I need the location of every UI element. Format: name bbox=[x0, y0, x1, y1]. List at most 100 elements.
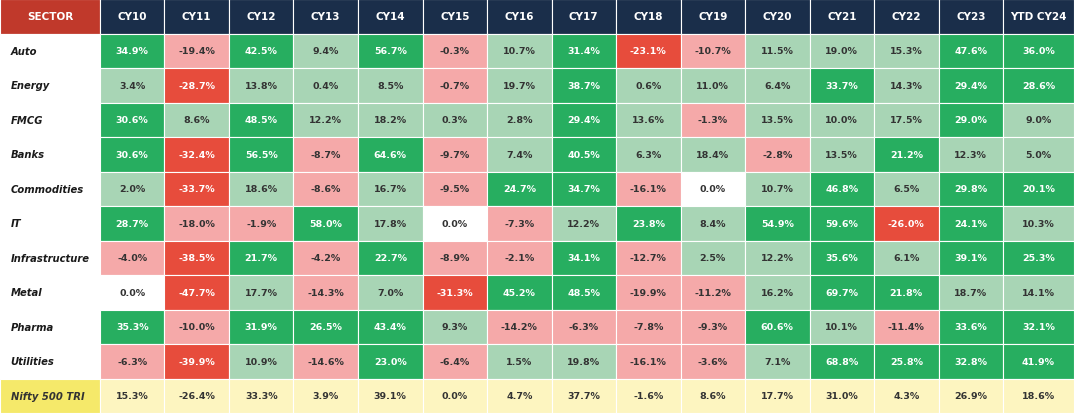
Text: -8.7%: -8.7% bbox=[310, 150, 340, 159]
Text: -16.1%: -16.1% bbox=[629, 357, 667, 366]
Bar bbox=[422, 275, 487, 310]
Bar bbox=[100, 241, 164, 275]
Text: 33.7%: 33.7% bbox=[826, 81, 858, 90]
Text: 8.6%: 8.6% bbox=[699, 391, 726, 400]
Text: 22.7%: 22.7% bbox=[374, 254, 407, 263]
Bar bbox=[874, 344, 939, 379]
Bar bbox=[939, 241, 1003, 275]
Bar bbox=[552, 0, 616, 34]
Bar bbox=[422, 344, 487, 379]
Text: 26.9%: 26.9% bbox=[955, 391, 987, 400]
Bar bbox=[358, 69, 422, 103]
Text: -1.3%: -1.3% bbox=[698, 116, 728, 125]
Bar bbox=[422, 103, 487, 138]
Text: -8.9%: -8.9% bbox=[439, 254, 470, 263]
Text: 34.1%: 34.1% bbox=[567, 254, 600, 263]
Bar bbox=[358, 241, 422, 275]
Text: -38.5%: -38.5% bbox=[178, 254, 215, 263]
Bar bbox=[487, 172, 552, 206]
Bar bbox=[939, 0, 1003, 34]
Bar bbox=[293, 0, 358, 34]
Bar bbox=[874, 379, 939, 413]
Text: 60.6%: 60.6% bbox=[760, 323, 794, 332]
Bar bbox=[681, 138, 745, 172]
Bar bbox=[0, 310, 100, 344]
Text: 64.6%: 64.6% bbox=[374, 150, 407, 159]
Bar bbox=[100, 103, 164, 138]
Text: 48.5%: 48.5% bbox=[567, 288, 600, 297]
Bar bbox=[874, 103, 939, 138]
Text: 45.2%: 45.2% bbox=[503, 288, 536, 297]
Bar bbox=[358, 344, 422, 379]
Text: 14.3%: 14.3% bbox=[890, 81, 923, 90]
Bar bbox=[745, 344, 810, 379]
Bar bbox=[358, 138, 422, 172]
Bar bbox=[164, 310, 229, 344]
Text: -1.9%: -1.9% bbox=[246, 219, 276, 228]
Text: 7.0%: 7.0% bbox=[377, 288, 404, 297]
Bar bbox=[552, 344, 616, 379]
Bar bbox=[1003, 206, 1074, 241]
Text: 38.7%: 38.7% bbox=[567, 81, 600, 90]
Text: -11.4%: -11.4% bbox=[888, 323, 925, 332]
Bar bbox=[164, 275, 229, 310]
Bar bbox=[745, 172, 810, 206]
Bar bbox=[616, 344, 681, 379]
Bar bbox=[422, 34, 487, 69]
Text: 28.6%: 28.6% bbox=[1022, 81, 1055, 90]
Text: -12.7%: -12.7% bbox=[629, 254, 667, 263]
Text: 8.5%: 8.5% bbox=[377, 81, 404, 90]
Text: -6.3%: -6.3% bbox=[569, 323, 599, 332]
Text: 18.7%: 18.7% bbox=[954, 288, 987, 297]
Bar bbox=[358, 310, 422, 344]
Bar bbox=[552, 275, 616, 310]
Text: 17.7%: 17.7% bbox=[760, 391, 794, 400]
Text: 10.1%: 10.1% bbox=[825, 323, 858, 332]
Bar bbox=[293, 275, 358, 310]
Bar bbox=[358, 275, 422, 310]
Bar bbox=[0, 172, 100, 206]
Text: -9.7%: -9.7% bbox=[439, 150, 470, 159]
Text: CY17: CY17 bbox=[569, 12, 598, 22]
Text: 12.2%: 12.2% bbox=[309, 116, 343, 125]
Text: 42.5%: 42.5% bbox=[245, 47, 278, 56]
Text: -10.0%: -10.0% bbox=[178, 323, 215, 332]
Text: IT: IT bbox=[11, 219, 21, 229]
Bar bbox=[422, 206, 487, 241]
Bar bbox=[422, 138, 487, 172]
Text: CY10: CY10 bbox=[117, 12, 147, 22]
Text: 24.1%: 24.1% bbox=[955, 219, 987, 228]
Text: -0.3%: -0.3% bbox=[439, 47, 469, 56]
Bar bbox=[874, 241, 939, 275]
Bar bbox=[293, 206, 358, 241]
Text: -47.7%: -47.7% bbox=[178, 288, 215, 297]
Bar bbox=[100, 138, 164, 172]
Bar bbox=[616, 138, 681, 172]
Bar bbox=[164, 379, 229, 413]
Text: 30.6%: 30.6% bbox=[116, 150, 148, 159]
Bar bbox=[1003, 172, 1074, 206]
Bar bbox=[0, 344, 100, 379]
Text: 4.7%: 4.7% bbox=[506, 391, 533, 400]
Text: 36.0%: 36.0% bbox=[1022, 47, 1055, 56]
Text: -14.3%: -14.3% bbox=[307, 288, 344, 297]
Bar bbox=[616, 0, 681, 34]
Text: 1.5%: 1.5% bbox=[506, 357, 533, 366]
Text: 6.5%: 6.5% bbox=[894, 185, 919, 194]
Bar bbox=[616, 275, 681, 310]
Text: -26.0%: -26.0% bbox=[888, 219, 925, 228]
Bar bbox=[358, 0, 422, 34]
Bar bbox=[745, 379, 810, 413]
Bar bbox=[229, 34, 293, 69]
Bar bbox=[616, 206, 681, 241]
Text: -7.8%: -7.8% bbox=[633, 323, 664, 332]
Bar bbox=[229, 310, 293, 344]
Bar bbox=[0, 34, 100, 69]
Bar bbox=[487, 0, 552, 34]
Bar bbox=[487, 310, 552, 344]
Text: 10.0%: 10.0% bbox=[826, 116, 858, 125]
Text: Auto: Auto bbox=[11, 47, 38, 57]
Bar bbox=[939, 206, 1003, 241]
Text: 35.6%: 35.6% bbox=[826, 254, 858, 263]
Text: -1.6%: -1.6% bbox=[634, 391, 664, 400]
